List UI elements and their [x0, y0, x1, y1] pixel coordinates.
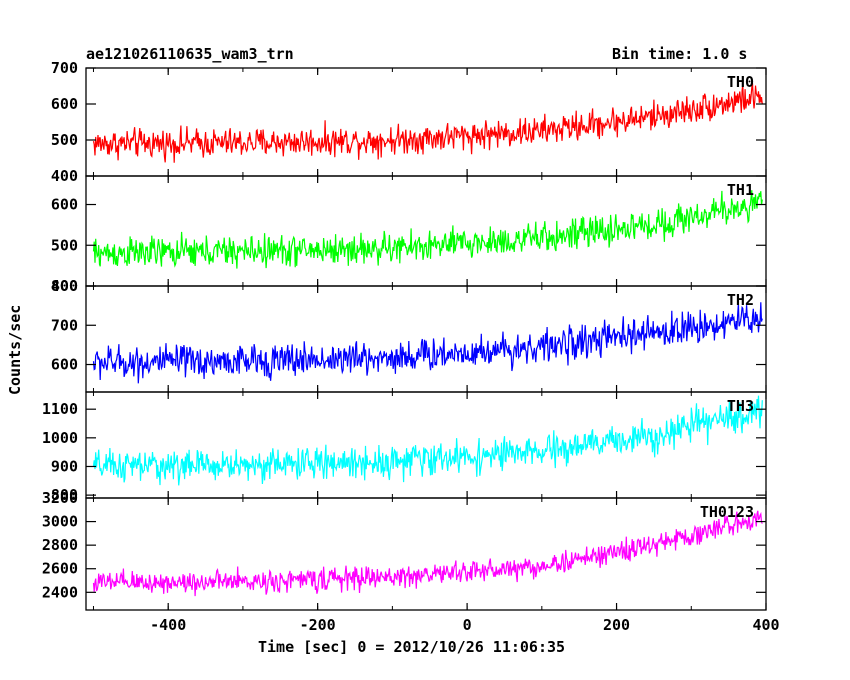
series-line-th0 [92, 83, 763, 163]
x-tick-label: 400 [752, 616, 779, 634]
y-tick-label: 3200 [42, 489, 78, 507]
y-tick-label: 2400 [42, 583, 78, 601]
y-tick-label: 1100 [42, 400, 78, 418]
y-tick-label: 700 [51, 316, 78, 334]
series-label-th3: TH3 [727, 397, 754, 415]
series-label-th1: TH1 [727, 181, 754, 199]
panel-th0 [85, 67, 767, 177]
series-line-th3 [92, 395, 763, 486]
chart-title: ae121026110635_wam3_trn [86, 45, 294, 63]
series-label-th2: TH2 [727, 291, 754, 309]
panel-frame [85, 497, 767, 611]
x-axis-label: Time [sec] 0 = 2012/10/26 11:06:35 [258, 638, 566, 656]
series-line-th2 [92, 302, 763, 384]
y-tick-label: 800 [51, 277, 78, 295]
y-tick-label: 600 [51, 95, 78, 113]
x-tick-label: -200 [300, 616, 336, 634]
panel-th1 [85, 175, 767, 287]
y-tick-label: 3000 [42, 513, 78, 531]
panel-th3 [85, 391, 767, 499]
y-tick-label: 800 [51, 486, 78, 504]
y-tick-label: 400 [51, 277, 78, 295]
y-tick-label: 1000 [42, 429, 78, 447]
y-tick-label: 700 [51, 59, 78, 77]
y-tick-label: 600 [51, 356, 78, 374]
y-tick-label: 400 [51, 167, 78, 185]
y-tick-label: 900 [51, 457, 78, 475]
panel-th2 [85, 285, 767, 393]
y-tick-label: 600 [51, 196, 78, 214]
y-tick-label: 2800 [42, 536, 78, 554]
series-label-th0: TH0 [727, 73, 754, 91]
y-tick-label: 2600 [42, 560, 78, 578]
x-tick-label: -400 [150, 616, 186, 634]
series-line-th0123 [92, 510, 763, 597]
bin-time-label: Bin time: 1.0 s [612, 45, 748, 63]
x-tick-label: 0 [463, 616, 472, 634]
panel-th0123 [85, 497, 767, 611]
x-tick-label: 200 [603, 616, 630, 634]
series-line-th1 [92, 190, 763, 269]
y-tick-label: 500 [51, 236, 78, 254]
y-tick-label: 500 [51, 131, 78, 149]
series-label-th0123: TH0123 [700, 503, 754, 521]
